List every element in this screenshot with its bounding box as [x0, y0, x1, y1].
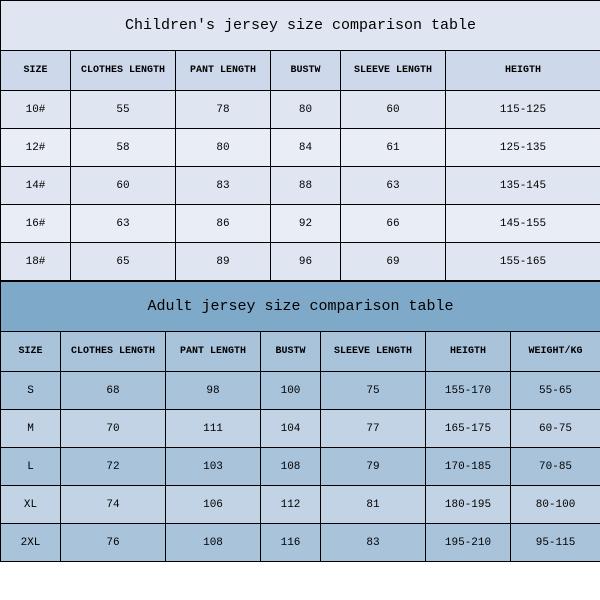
cell: 72 [61, 448, 166, 486]
cell: 61 [341, 129, 446, 167]
children-body: 10# 55 78 80 60 115-125 12# 58 80 84 61 … [1, 91, 600, 281]
cell: 116 [261, 524, 321, 562]
cell: 18# [1, 243, 71, 281]
cell: 86 [176, 205, 271, 243]
col-bust: BUSTW [261, 332, 321, 372]
table-row: L 72 103 108 79 170-185 70-85 [1, 448, 600, 486]
cell: 60 [71, 167, 176, 205]
cell: 12# [1, 129, 71, 167]
table-row: M 70 111 104 77 165-175 60-75 [1, 410, 600, 448]
col-size: SIZE [1, 332, 61, 372]
cell: 68 [61, 372, 166, 410]
cell: S [1, 372, 61, 410]
cell: 79 [321, 448, 426, 486]
col-height: HEIGTH [446, 51, 600, 91]
table-row: 12# 58 80 84 61 125-135 [1, 129, 600, 167]
cell: 165-175 [426, 410, 511, 448]
col-pant: PANT LENGTH [166, 332, 261, 372]
cell: 70-85 [511, 448, 600, 486]
adult-size-table: Adult jersey size comparison table SIZE … [0, 281, 600, 562]
col-pant: PANT LENGTH [176, 51, 271, 91]
cell: 170-185 [426, 448, 511, 486]
cell: 80-100 [511, 486, 600, 524]
table-row: 14# 60 83 88 63 135-145 [1, 167, 600, 205]
cell: 55 [71, 91, 176, 129]
cell: 100 [261, 372, 321, 410]
cell: 83 [176, 167, 271, 205]
cell: 60-75 [511, 410, 600, 448]
cell: 2XL [1, 524, 61, 562]
adult-title: Adult jersey size comparison table [1, 282, 600, 332]
table-row: 10# 55 78 80 60 115-125 [1, 91, 600, 129]
cell: 145-155 [446, 205, 600, 243]
table-row: 2XL 76 108 116 83 195-210 95-115 [1, 524, 600, 562]
cell: 74 [61, 486, 166, 524]
table-row: 18# 65 89 96 69 155-165 [1, 243, 600, 281]
children-header-row: SIZE CLOTHES LENGTH PANT LENGTH BUSTW SL… [1, 51, 600, 91]
table-row: XL 74 106 112 81 180-195 80-100 [1, 486, 600, 524]
cell: 60 [341, 91, 446, 129]
cell: 98 [166, 372, 261, 410]
cell: 125-135 [446, 129, 600, 167]
cell: 70 [61, 410, 166, 448]
cell: 92 [271, 205, 341, 243]
cell: 155-165 [446, 243, 600, 281]
cell: 10# [1, 91, 71, 129]
cell: 89 [176, 243, 271, 281]
adult-body: S 68 98 100 75 155-170 55-65 M 70 111 10… [1, 372, 600, 562]
cell: 55-65 [511, 372, 600, 410]
cell: 135-145 [446, 167, 600, 205]
cell: 84 [271, 129, 341, 167]
cell: 111 [166, 410, 261, 448]
cell: 75 [321, 372, 426, 410]
col-height: HEIGTH [426, 332, 511, 372]
adult-title-row: Adult jersey size comparison table [1, 282, 600, 332]
cell: 115-125 [446, 91, 600, 129]
cell: 108 [261, 448, 321, 486]
cell: L [1, 448, 61, 486]
children-size-table: Children's jersey size comparison table … [0, 0, 600, 281]
cell: 180-195 [426, 486, 511, 524]
cell: 66 [341, 205, 446, 243]
table-row: S 68 98 100 75 155-170 55-65 [1, 372, 600, 410]
cell: 106 [166, 486, 261, 524]
children-title: Children's jersey size comparison table [1, 1, 600, 51]
cell: 78 [176, 91, 271, 129]
col-sleeve: SLEEVE LENGTH [321, 332, 426, 372]
col-clothes: CLOTHES LENGTH [71, 51, 176, 91]
cell: 14# [1, 167, 71, 205]
cell: 112 [261, 486, 321, 524]
cell: 80 [176, 129, 271, 167]
cell: 16# [1, 205, 71, 243]
col-clothes: CLOTHES LENGTH [61, 332, 166, 372]
cell: 77 [321, 410, 426, 448]
cell: 83 [321, 524, 426, 562]
size-chart-container: Children's jersey size comparison table … [0, 0, 600, 562]
cell: 103 [166, 448, 261, 486]
cell: 65 [71, 243, 176, 281]
cell: 80 [271, 91, 341, 129]
col-size: SIZE [1, 51, 71, 91]
cell: 58 [71, 129, 176, 167]
cell: 88 [271, 167, 341, 205]
cell: 95-115 [511, 524, 600, 562]
cell: 69 [341, 243, 446, 281]
cell: 76 [61, 524, 166, 562]
cell: 108 [166, 524, 261, 562]
cell: M [1, 410, 61, 448]
cell: 96 [271, 243, 341, 281]
col-weight: WEIGHT/KG [511, 332, 600, 372]
cell: 155-170 [426, 372, 511, 410]
col-bust: BUSTW [271, 51, 341, 91]
adult-header-row: SIZE CLOTHES LENGTH PANT LENGTH BUSTW SL… [1, 332, 600, 372]
children-title-row: Children's jersey size comparison table [1, 1, 600, 51]
cell: 195-210 [426, 524, 511, 562]
cell: 63 [341, 167, 446, 205]
col-sleeve: SLEEVE LENGTH [341, 51, 446, 91]
cell: 104 [261, 410, 321, 448]
table-row: 16# 63 86 92 66 145-155 [1, 205, 600, 243]
cell: 81 [321, 486, 426, 524]
cell: XL [1, 486, 61, 524]
cell: 63 [71, 205, 176, 243]
